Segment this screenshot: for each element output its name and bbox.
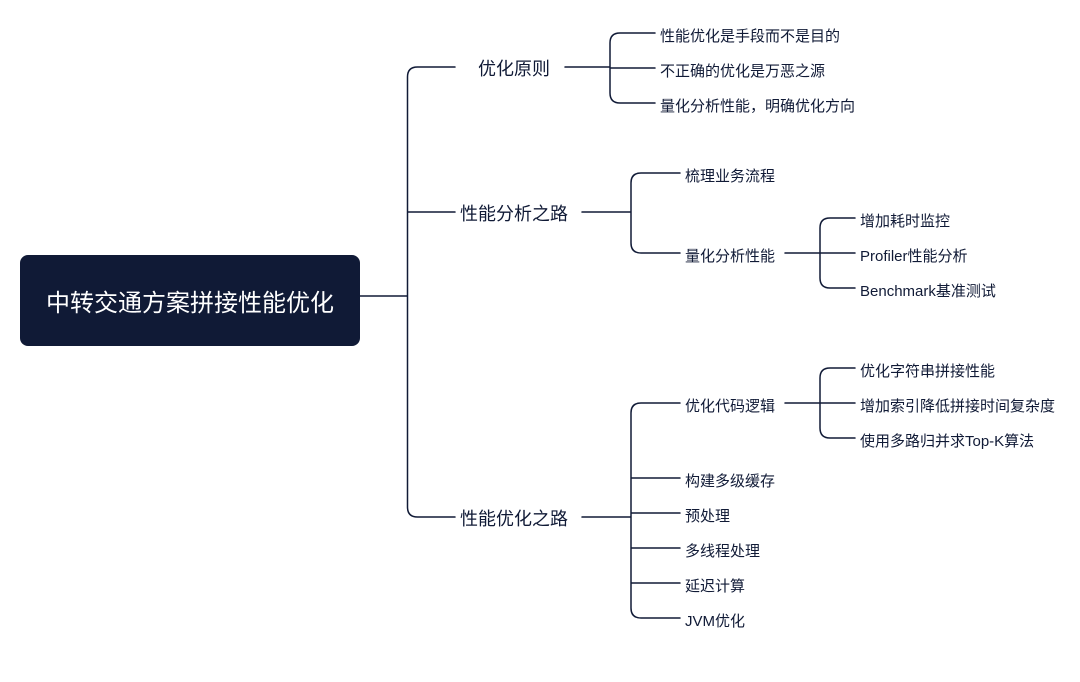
branch-2-child-0-sub-0: 优化字符串拼接性能	[860, 360, 995, 381]
branch-2-child-5: JVM优化	[685, 610, 745, 631]
branch-1: 性能分析之路	[460, 200, 568, 226]
branch-2-child-0-sub-2: 使用多路归并求Top-K算法	[860, 430, 1034, 451]
branch-0: 优化原则	[478, 55, 550, 81]
branch-1-child-1-sub-0: 增加耗时监控	[860, 210, 950, 231]
branch-2-child-2: 预处理	[685, 505, 730, 526]
branch-2: 性能优化之路	[460, 505, 568, 531]
root-node: 中转交通方案拼接性能优化	[20, 255, 360, 346]
branch-1-child-1-sub-2: Benchmark基准测试	[860, 280, 996, 301]
branch-0-child-0: 性能优化是手段而不是目的	[660, 25, 840, 46]
branch-0-child-2: 量化分析性能，明确优化方向	[660, 95, 855, 116]
branch-1-child-1-sub-1: Profiler性能分析	[860, 245, 968, 266]
branch-2-child-0-sub-1: 增加索引降低拼接时间复杂度	[860, 395, 1055, 416]
branch-0-child-1: 不正确的优化是万恶之源	[660, 60, 825, 81]
branch-1-child-0: 梳理业务流程	[685, 165, 775, 186]
branch-2-child-3: 多线程处理	[685, 540, 760, 561]
branch-2-child-0: 优化代码逻辑	[685, 395, 775, 416]
branch-2-child-1: 构建多级缓存	[685, 470, 775, 491]
branch-1-child-1: 量化分析性能	[685, 245, 775, 266]
branch-2-child-4: 延迟计算	[685, 575, 745, 596]
